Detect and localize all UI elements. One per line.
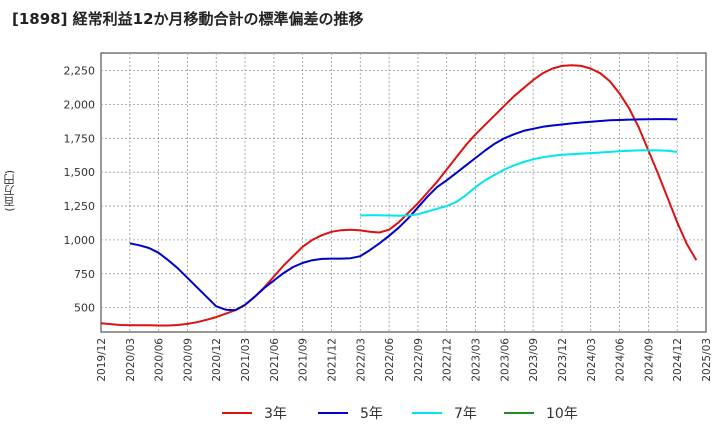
x-tick-label: 2023/03 [471, 338, 483, 382]
x-tick-label: 2022/12 [442, 338, 454, 382]
y-tick-label: 1,000 [64, 234, 96, 247]
y-tick-label: 2,250 [64, 65, 96, 78]
y-tick-label: 2,000 [64, 98, 96, 111]
x-tick-label: 2020/12 [211, 338, 223, 382]
series-line-7年 [360, 149, 678, 217]
plot-area [100, 52, 707, 333]
x-tick-label: 2020/06 [154, 338, 166, 382]
x-tick-label: 2021/12 [326, 338, 338, 382]
y-tick-label: 1,250 [64, 200, 96, 213]
x-tick-label: 2022/06 [384, 338, 396, 382]
x-tick-label: 2024/09 [643, 338, 655, 382]
x-tick-label: 2024/06 [615, 338, 627, 382]
legend-label: 7年 [454, 406, 477, 422]
x-tick-label: 2022/03 [355, 338, 367, 382]
legend-label: 10年 [546, 406, 578, 422]
x-tick-label: 2019/12 [96, 338, 108, 382]
x-tick-label: 2021/09 [298, 338, 310, 382]
x-tick-label: 2021/03 [240, 338, 252, 382]
x-tick-label: 2024/12 [672, 338, 684, 382]
x-tick-label: 2023/09 [528, 338, 540, 382]
x-tick-label: 2024/03 [586, 338, 598, 382]
x-tick-label: 2023/12 [557, 338, 569, 382]
series-line-5年 [129, 118, 678, 312]
y-tick-label: 500 [74, 302, 95, 315]
legend-label: 5年 [360, 406, 383, 422]
legend-label: 3年 [264, 406, 287, 422]
x-tick-label: 2020/09 [182, 338, 194, 382]
y-tick-label: 1,500 [64, 166, 96, 179]
y-tick-label: 1,750 [64, 132, 96, 145]
x-tick-label: 2022/09 [413, 338, 425, 382]
series-line-3年 [101, 64, 698, 327]
x-tick-label: 2023/06 [499, 338, 511, 382]
y-tick-label: 750 [74, 268, 95, 281]
x-tick-label: 2020/03 [125, 338, 137, 382]
chart-title: [1898] 経常利益12か月移動合計の標準偏差の推移 [12, 10, 364, 28]
x-tick-label: 2025/03 [701, 338, 713, 382]
x-tick-label: 2021/06 [269, 338, 281, 382]
